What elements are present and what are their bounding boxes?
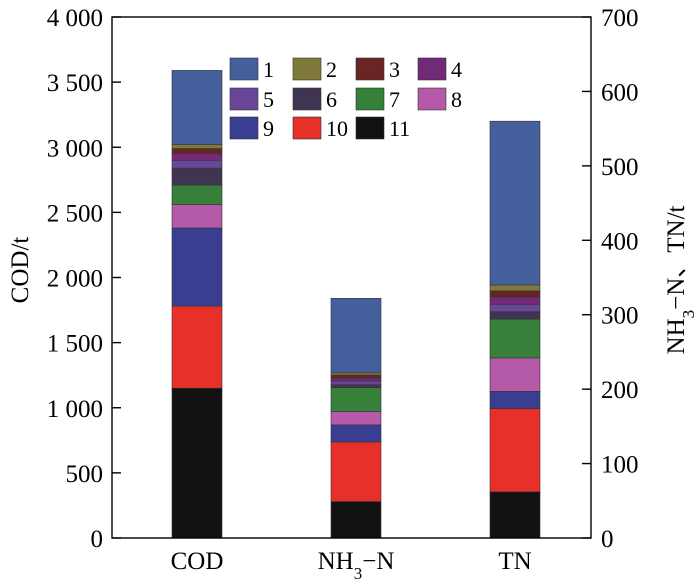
bar-segment-cod-s1	[171, 70, 223, 145]
bar-segment-nh3-n-s10	[330, 441, 382, 502]
legend-item-6: 6	[292, 87, 337, 112]
bar-segment-cod-s6	[171, 167, 223, 186]
left-tick-label: 0	[91, 526, 104, 553]
bar-segment-cod-s10	[171, 305, 223, 389]
right-axis-title: NH3−N、TN/t	[663, 205, 698, 354]
bar-segment-nh3-n-s3	[330, 374, 382, 379]
bar-segment-tn-s9	[489, 391, 541, 409]
left-axis-title: COD/t	[7, 237, 34, 304]
left-tick-label: 500	[66, 461, 104, 488]
left-tick-label: 4 000	[47, 5, 103, 32]
bar-segment-nh3-n-s11	[330, 501, 382, 539]
right-tick-label: 600	[601, 79, 639, 106]
legend-item-2: 2	[292, 57, 337, 82]
bar-segment-tn-s4	[489, 296, 541, 305]
legend-swatch	[229, 116, 259, 140]
legend-label: 9	[263, 116, 274, 141]
legend-label: 7	[389, 87, 400, 112]
right-tick-label: 100	[601, 452, 639, 479]
legend-swatch	[355, 57, 385, 81]
bar-segment-nh3-n-s8	[330, 411, 382, 426]
legend-swatch	[355, 116, 385, 140]
bar-segment-cod-s3	[171, 148, 223, 155]
right-tick-label: 0	[601, 526, 614, 553]
legend-swatch	[292, 87, 322, 111]
x-tick-label: NH3−N	[318, 548, 395, 583]
right-tick-label: 200	[601, 377, 639, 404]
bar-segment-tn-s11	[489, 491, 541, 539]
bar-segment-cod-s7	[171, 184, 223, 205]
legend-item-3: 3	[355, 57, 400, 82]
legend-item-9: 9	[229, 116, 274, 141]
bar-segment-tn-s2	[489, 284, 541, 292]
legend-label: 3	[389, 57, 400, 82]
legend-label: 6	[326, 87, 337, 112]
left-tick-label: 2 500	[47, 200, 103, 227]
legend-item-11: 11	[355, 116, 410, 141]
legend-label: 4	[451, 57, 462, 82]
bar-segment-tn-s6	[489, 311, 541, 320]
legend-item-10: 10	[292, 116, 348, 141]
legend-item-4: 4	[417, 57, 462, 82]
left-tick-label: 3 000	[47, 135, 103, 162]
legend-label: 10	[326, 116, 348, 141]
legend-swatch	[355, 87, 385, 111]
left-tick-label: 2 000	[47, 266, 103, 293]
legend-label: 8	[451, 87, 462, 112]
bar-segment-tn-s10	[489, 408, 541, 493]
left-tick-label: 1 500	[47, 331, 103, 358]
bar-segment-nh3-n-s1	[330, 298, 382, 374]
legend-label: 5	[263, 87, 274, 112]
legend-item-5: 5	[229, 87, 274, 112]
bar-segment-tn-s5	[489, 303, 541, 313]
right-axis-title-tail: −N、TN/t	[663, 205, 690, 309]
bar-segment-cod-s9	[171, 227, 223, 307]
bar-segment-nh3-n-s5	[330, 380, 382, 385]
legend-swatch	[417, 57, 447, 81]
right-axis-title-main: NH	[663, 318, 690, 354]
right-tick-label: 400	[601, 228, 639, 255]
legend-swatch	[229, 87, 259, 111]
legend: 1 2 3 4 5 6 7 8 9 10 11	[229, 57, 462, 141]
legend-label: 11	[389, 116, 410, 141]
axes-layer: 0 500 1 000 1 500 2 000 2 500 3 000 3 500 4 000 0…	[47, 5, 639, 583]
legend-label: 2	[326, 57, 337, 82]
bar-segment-tn-s7	[489, 318, 541, 359]
bar-segment-cod-s8	[171, 204, 223, 229]
right-tick-label: 500	[601, 154, 639, 181]
legend-item-8: 8	[417, 87, 462, 112]
bar-segment-nh3-n-s2	[330, 372, 382, 376]
bar-segment-tn-s1	[489, 120, 541, 286]
bar-segment-nh3-n-s4	[330, 377, 382, 382]
bar-segment-nh3-n-s7	[330, 387, 382, 412]
bar-segment-cod-s5	[171, 159, 223, 169]
legend-item-1: 1	[229, 57, 274, 82]
bar-segment-cod-s2	[171, 144, 223, 149]
left-tick-label: 1 000	[47, 396, 103, 423]
right-tick-label: 700	[601, 5, 639, 32]
right-axis-title-sub: 3	[679, 310, 698, 319]
bar-segment-nh3-n-s9	[330, 424, 382, 443]
x-tick-label: COD	[171, 548, 224, 575]
legend-swatch	[292, 57, 322, 81]
legend-swatch	[417, 87, 447, 111]
bar-segment-nh3-n-s6	[330, 384, 382, 388]
legend-swatch	[292, 116, 322, 140]
bar-segment-cod-s11	[171, 387, 223, 539]
right-tick-label: 300	[601, 303, 639, 330]
bar-segment-tn-s3	[489, 290, 541, 298]
x-tick-label: TN	[498, 548, 531, 575]
legend-swatch	[229, 57, 259, 81]
legend-item-7: 7	[355, 87, 400, 112]
bars-layer	[171, 70, 541, 539]
legend-label: 1	[263, 57, 274, 82]
bar-segment-tn-s8	[489, 357, 541, 392]
left-tick-label: 3 500	[47, 70, 103, 97]
bar-segment-cod-s4	[171, 153, 223, 161]
